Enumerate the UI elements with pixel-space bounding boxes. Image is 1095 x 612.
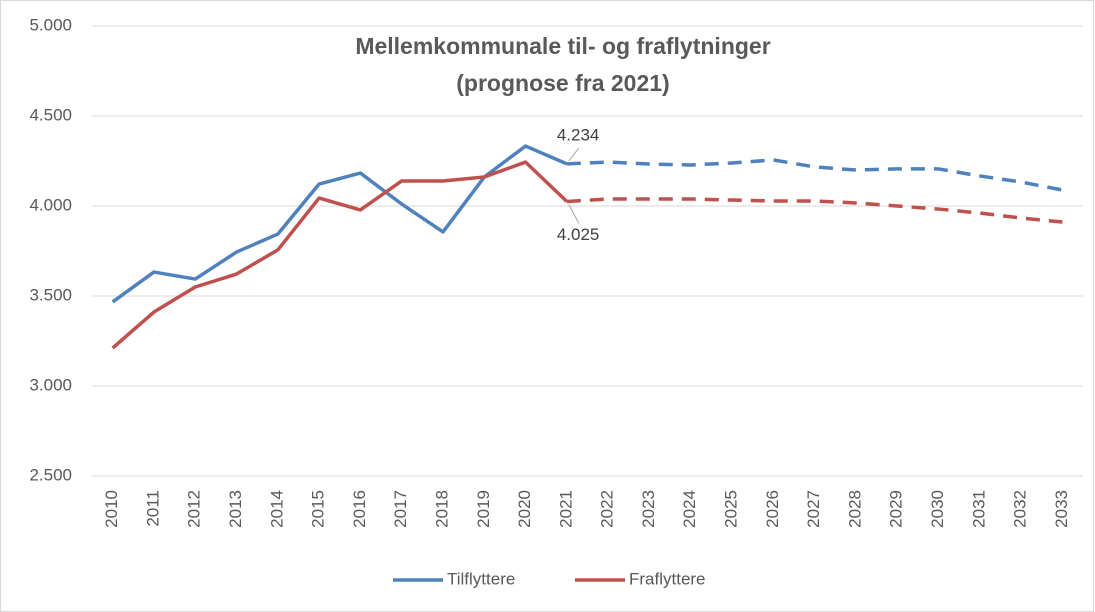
x-tick-label: 2028 bbox=[845, 490, 864, 528]
x-tick-label: 2032 bbox=[1011, 490, 1030, 528]
y-tick-label: 4.500 bbox=[29, 105, 72, 124]
x-tick-label: 2020 bbox=[515, 490, 534, 528]
data-label: 4.234 bbox=[557, 125, 600, 144]
x-tick-label: 2024 bbox=[680, 490, 699, 528]
y-tick-label: 2.500 bbox=[29, 465, 72, 484]
x-tick-label: 2016 bbox=[350, 490, 369, 528]
x-tick-label: 2033 bbox=[1052, 490, 1071, 528]
x-tick-label: 2018 bbox=[432, 490, 451, 528]
chart-title: (prognose fra 2021) bbox=[456, 70, 669, 96]
x-tick-label: 2022 bbox=[598, 490, 617, 528]
x-tick-label: 2021 bbox=[556, 490, 575, 528]
x-tick-label: 2025 bbox=[722, 490, 741, 528]
x-tick-label: 2013 bbox=[226, 490, 245, 528]
label-leader bbox=[568, 147, 580, 162]
x-tick-label: 2012 bbox=[185, 490, 204, 528]
x-tick-label: 2029 bbox=[887, 490, 906, 528]
y-tick-label: 3.000 bbox=[29, 375, 72, 394]
label-leader bbox=[568, 204, 580, 224]
x-tick-label: 2031 bbox=[969, 490, 988, 528]
y-tick-label: 3.500 bbox=[29, 285, 72, 304]
forecast-line bbox=[566, 158, 1063, 192]
x-tick-label: 2014 bbox=[267, 490, 286, 528]
series-line bbox=[111, 160, 569, 350]
y-tick-label: 4.000 bbox=[29, 195, 72, 214]
chart-title: Mellemkommunale til- og fraflytninger bbox=[355, 33, 770, 59]
data-label: 4.025 bbox=[557, 225, 600, 244]
x-tick-label: 2023 bbox=[639, 490, 658, 528]
x-tick-label: 2015 bbox=[309, 490, 328, 528]
x-tick-label: 2019 bbox=[474, 490, 493, 528]
x-tick-label: 2026 bbox=[763, 490, 782, 528]
x-tick-label: 2027 bbox=[804, 490, 823, 528]
forecast-line bbox=[566, 197, 1063, 224]
series-line bbox=[111, 144, 568, 304]
x-tick-label: 2017 bbox=[391, 490, 410, 528]
legend-label: Fraflyttere bbox=[629, 569, 706, 588]
x-tick-label: 2011 bbox=[143, 490, 162, 527]
x-tick-label: 2010 bbox=[102, 490, 121, 528]
x-tick-label: 2030 bbox=[928, 490, 947, 528]
legend-label: Tilflyttere bbox=[447, 569, 515, 588]
y-tick-label: 5.000 bbox=[29, 15, 72, 34]
